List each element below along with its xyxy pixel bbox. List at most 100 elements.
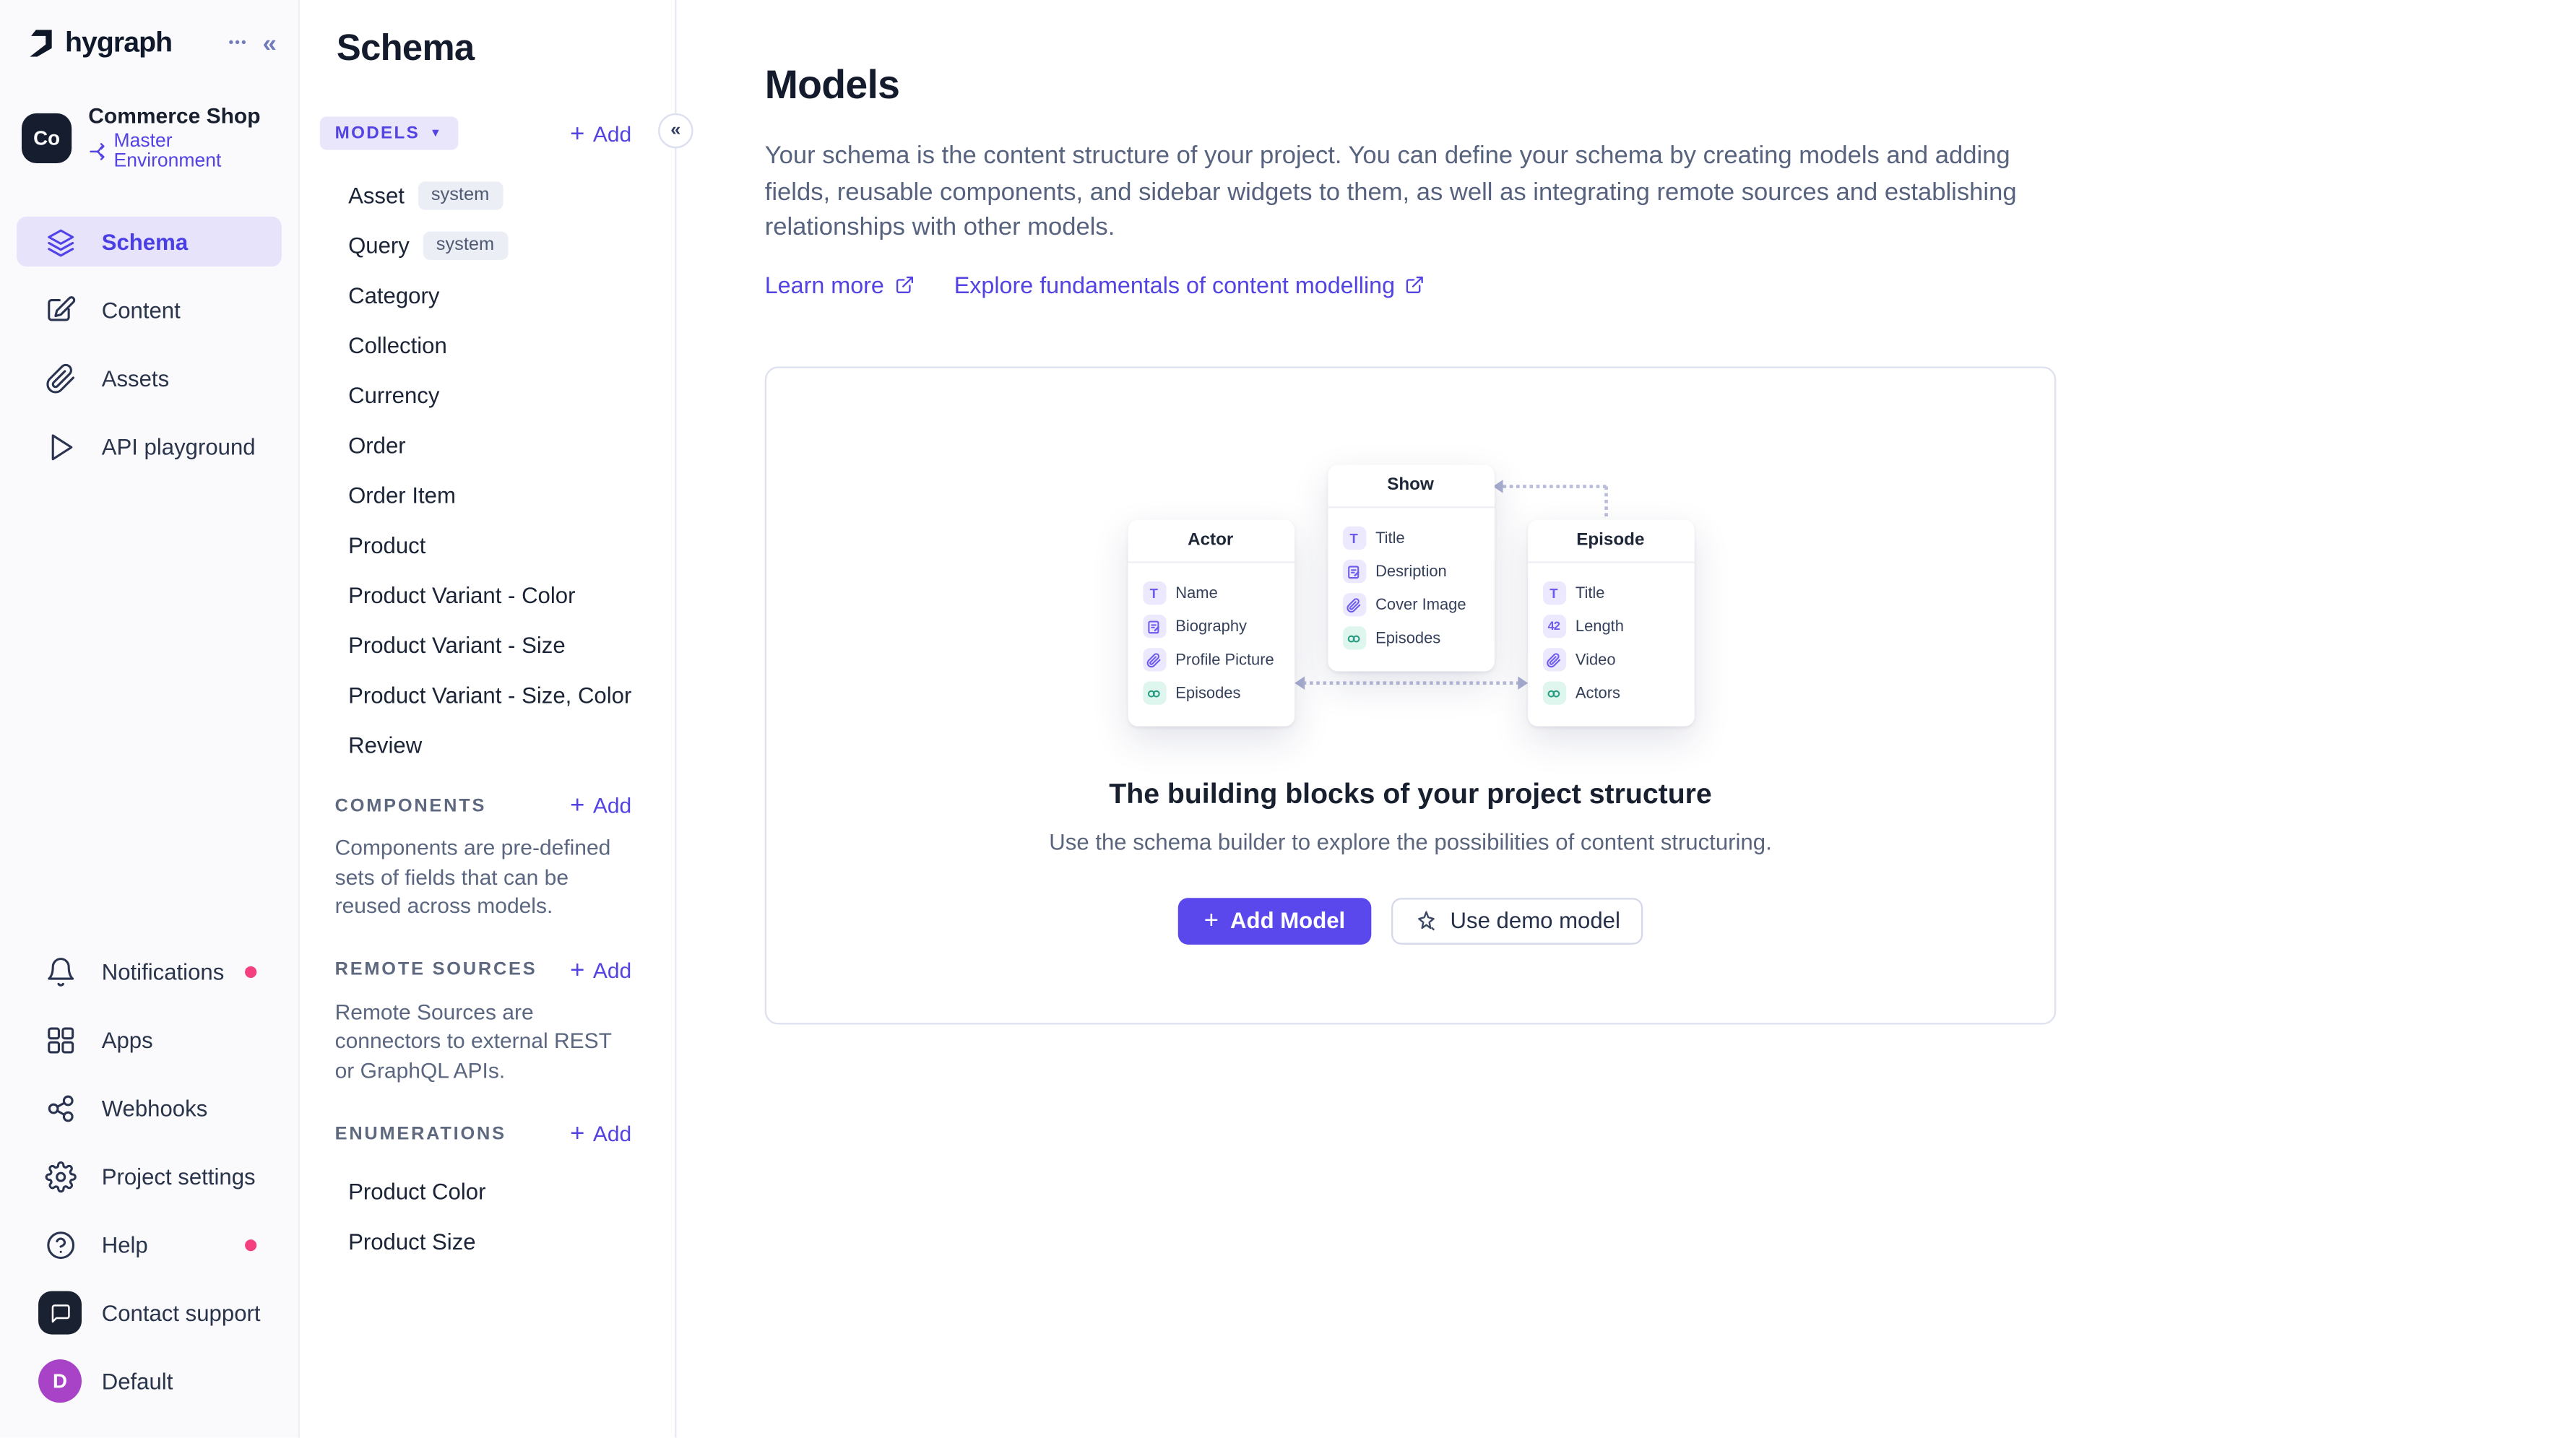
model-row-asset[interactable]: Asset system xyxy=(300,170,675,220)
model-row-product[interactable]: Product xyxy=(300,520,675,570)
sidebar-item-label: API playground xyxy=(101,433,256,459)
model-row-product-variant-color[interactable]: Product Variant - Color xyxy=(300,570,675,620)
field-label: Video xyxy=(1575,650,1616,670)
link-label: Explore fundamentals of content modellin… xyxy=(954,270,1396,298)
sidebar-bottom: Notifications Apps Webhooks Project se xyxy=(0,946,298,1424)
enumerations-section-header: ENUMERATIONS + Add xyxy=(335,1121,632,1146)
explore-fundamentals-link[interactable]: Explore fundamentals of content modellin… xyxy=(954,271,1425,298)
model-row-category[interactable]: Category xyxy=(300,270,675,320)
project-switcher[interactable]: Co Commerce Shop Master Environment xyxy=(21,103,275,172)
sidebar-item-help[interactable]: Help xyxy=(17,1219,282,1269)
use-demo-model-button[interactable]: Use demo model xyxy=(1391,897,1644,944)
enum-row-product-size[interactable]: Product Size xyxy=(300,1216,675,1266)
page-title: Models xyxy=(764,63,900,108)
sidebar-item-label: Webhooks xyxy=(101,1095,208,1121)
system-badge: system xyxy=(423,230,508,259)
model-label: Order xyxy=(348,432,406,458)
account-avatar: D xyxy=(38,1359,82,1403)
account-label: Default xyxy=(101,1368,173,1394)
overflow-menu-icon[interactable]: ••• xyxy=(228,35,248,51)
field-label: Episodes xyxy=(1175,683,1241,703)
model-list: Asset system Query system Category Colle… xyxy=(300,170,675,769)
page-intro: Your schema is the content structure of … xyxy=(764,142,2017,242)
model-row-product-variant-size-color[interactable]: Product Variant - Size, Color xyxy=(300,670,675,719)
model-label: Currency xyxy=(348,382,440,407)
model-label: Product Variant - Size xyxy=(348,632,566,657)
paperclip-icon xyxy=(38,363,82,394)
sidebar-item-assets[interactable]: Assets xyxy=(17,353,282,403)
sidebar-item-webhooks[interactable]: Webhooks xyxy=(17,1083,282,1132)
plus-icon: + xyxy=(1203,906,1219,935)
add-model-button-label: Add Model xyxy=(1230,908,1346,933)
bell-icon xyxy=(38,956,82,987)
chat-icon xyxy=(38,1291,82,1335)
model-row-order[interactable]: Order xyxy=(300,420,675,469)
sidebar-item-content[interactable]: Content xyxy=(17,285,282,334)
sidebar-item-label: Apps xyxy=(101,1027,153,1052)
sidebar-item-notifications[interactable]: Notifications xyxy=(17,946,282,996)
schema-panel: « Schema MODELS ▼ + Add Asset system Que… xyxy=(300,0,693,1438)
model-row-collection[interactable]: Collection xyxy=(300,320,675,370)
diagram-card-title: Actor xyxy=(1127,519,1295,563)
link-label: Learn more xyxy=(764,270,884,298)
enum-row-product-color[interactable]: Product Color xyxy=(300,1166,675,1216)
grid-icon xyxy=(38,1023,82,1055)
model-label: Query xyxy=(348,232,410,258)
hygraph-logo-icon xyxy=(30,30,52,57)
add-enumeration-link[interactable]: + Add xyxy=(570,1121,631,1146)
sparkle-icon xyxy=(1418,910,1435,930)
remote-sources-section-header: REMOTE SOURCES + Add xyxy=(335,957,632,982)
model-label: Product Variant - Color xyxy=(348,582,576,607)
sidebar-item-schema[interactable]: Schema xyxy=(17,216,282,267)
model-row-order-item[interactable]: Order Item xyxy=(300,469,675,519)
sidebar-item-apps[interactable]: Apps xyxy=(17,1015,282,1065)
diagram-field: Desription xyxy=(1341,558,1479,586)
environment-selector[interactable]: Master Environment xyxy=(88,131,275,172)
add-remote-source-link[interactable]: + Add xyxy=(570,957,631,982)
field-label: Episodes xyxy=(1375,628,1441,648)
sidebar-item-contact-support[interactable]: Contact support xyxy=(17,1288,282,1338)
models-dropdown-label: MODELS xyxy=(334,123,420,144)
sidebar-item-project-settings[interactable]: Project settings xyxy=(17,1151,282,1201)
main-content: Models Your schema is the content struct… xyxy=(678,0,2576,1438)
sidebar-collapse-icon[interactable]: « xyxy=(262,29,277,58)
model-row-query[interactable]: Query system xyxy=(300,220,675,269)
panel-collapse-button[interactable]: « xyxy=(658,113,693,149)
add-model-button[interactable]: + Add Model xyxy=(1177,897,1373,944)
enumerations-title: ENUMERATIONS xyxy=(334,1123,506,1144)
add-component-link[interactable]: + Add xyxy=(570,793,631,818)
sidebar-header: hygraph ••• « xyxy=(0,0,298,61)
relation-field-icon xyxy=(1542,681,1566,705)
environment-label: Master Environment xyxy=(113,131,222,172)
learn-more-link[interactable]: Learn more xyxy=(765,271,915,298)
model-row-review[interactable]: Review xyxy=(300,719,675,769)
empty-state-actions: + Add Model Use demo model xyxy=(766,897,2054,944)
model-label: Product Variant - Size, Color xyxy=(348,682,632,708)
field-label: Length xyxy=(1575,617,1624,636)
model-row-currency[interactable]: Currency xyxy=(300,370,675,420)
notification-dot xyxy=(245,965,257,977)
project-avatar: Co xyxy=(21,112,72,163)
schema-diagram: Actor T Biography Name Biography xyxy=(1127,464,1694,726)
sidebar-item-label: Schema xyxy=(101,229,189,254)
remote-sources-title: REMOTE SOURCES xyxy=(334,959,537,980)
enum-label: Product Size xyxy=(348,1229,476,1254)
sidebar-item-account[interactable]: D Default xyxy=(17,1356,282,1406)
sidebar-item-api-playground[interactable]: API playground xyxy=(17,422,282,472)
models-dropdown[interactable]: MODELS ▼ xyxy=(319,116,458,150)
empty-state-subheading: Use the schema builder to explore the po… xyxy=(1049,828,1772,854)
doc-links: Learn more Explore fundamentals of conte… xyxy=(765,271,2576,298)
field-label: Actors xyxy=(1575,683,1621,703)
model-row-product-variant-size[interactable]: Product Variant - Size xyxy=(300,620,675,670)
relation-field-icon xyxy=(1341,626,1366,650)
hygraph-logo[interactable]: hygraph xyxy=(25,25,173,62)
diagram-card-title: Show xyxy=(1327,464,1494,508)
diagram-field: Cover Image xyxy=(1341,591,1479,619)
number-field-icon: 42 xyxy=(1542,615,1566,638)
model-label: Order Item xyxy=(348,482,456,508)
chevron-down-icon: ▼ xyxy=(429,127,444,139)
field-label: Biography xyxy=(1175,617,1247,636)
branch-icon xyxy=(90,143,105,160)
add-label: Add xyxy=(592,121,632,146)
add-model-link[interactable]: + Add xyxy=(570,121,631,146)
